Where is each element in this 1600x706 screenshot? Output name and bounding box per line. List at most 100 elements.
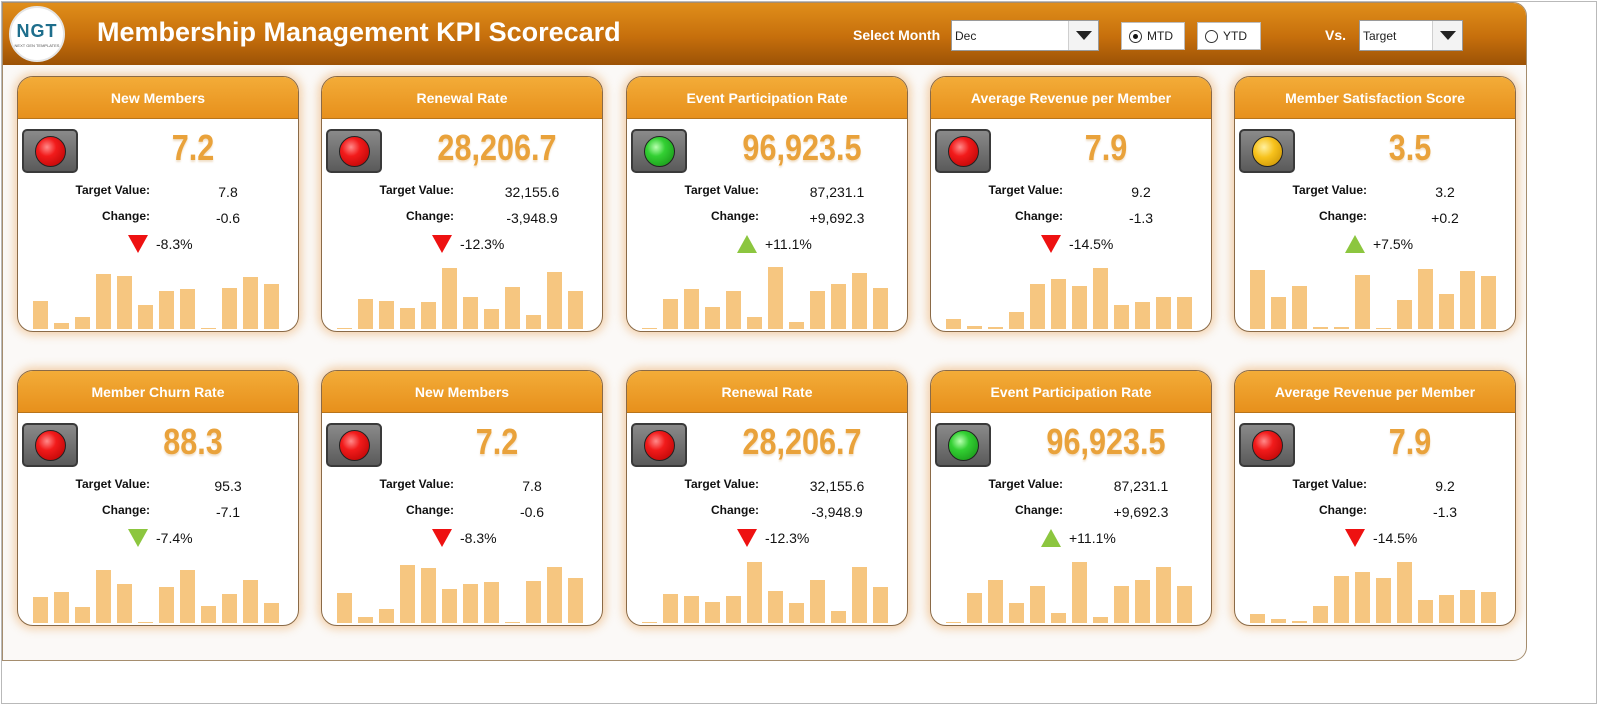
sparkline-bar bbox=[873, 587, 888, 623]
sparkline-bar bbox=[705, 307, 720, 329]
logo-subtext: NEXT GEN TEMPLATES bbox=[14, 42, 60, 48]
sparkline-bar bbox=[726, 291, 741, 329]
change-label: Change: bbox=[102, 503, 150, 517]
sparkline-bar bbox=[1313, 327, 1328, 329]
sparkline-bar bbox=[505, 622, 520, 623]
sparkline-bar bbox=[1418, 269, 1433, 329]
arrow-up-icon bbox=[1041, 529, 1061, 547]
kpi-title: New Members bbox=[18, 77, 298, 119]
vs-label: Vs. bbox=[1325, 27, 1347, 43]
sparkline-bar bbox=[138, 622, 153, 623]
kpi-title: Member Satisfaction Score bbox=[1235, 77, 1515, 119]
kpi-title: Renewal Rate bbox=[322, 77, 602, 119]
sparkline-bar bbox=[547, 567, 562, 623]
target-label: Target Value: bbox=[379, 477, 454, 491]
kpi-value: 3.5 bbox=[1388, 127, 1432, 168]
traffic-light bbox=[935, 423, 991, 467]
change-percent-value: -8.3% bbox=[460, 530, 497, 546]
sparkline-bar bbox=[442, 589, 457, 623]
change-percent: -8.3% bbox=[432, 529, 497, 547]
sparkline-bar bbox=[463, 297, 478, 329]
arrow-up-icon bbox=[1345, 235, 1365, 253]
sparkline-bar bbox=[1460, 590, 1475, 623]
sparkline-bar bbox=[1093, 268, 1108, 329]
sparkline-bar bbox=[988, 327, 1003, 329]
status-light-icon bbox=[1251, 135, 1283, 167]
change-label: Change: bbox=[711, 503, 759, 517]
sparkline-bar bbox=[810, 580, 825, 623]
radio-ytd[interactable]: YTD bbox=[1197, 22, 1261, 50]
sparkline-bar bbox=[33, 301, 48, 329]
traffic-light bbox=[1239, 129, 1295, 173]
sparkline-bar bbox=[33, 597, 48, 623]
change-value: -3,948.9 bbox=[506, 210, 558, 226]
sparkline-bar bbox=[96, 570, 111, 623]
sparkline-bar bbox=[484, 582, 499, 623]
sparkline-bar bbox=[463, 584, 478, 623]
sparkline-bar bbox=[789, 603, 804, 623]
sparkline-bar bbox=[1030, 284, 1045, 329]
target-value: 87,231.1 bbox=[809, 184, 865, 200]
sparkline-bar bbox=[421, 302, 436, 329]
change-label: Change: bbox=[102, 209, 150, 223]
target-label: Target Value: bbox=[1292, 183, 1367, 197]
sparkline-bar bbox=[358, 299, 373, 329]
sparkline-bar bbox=[747, 562, 762, 623]
target-label: Target Value: bbox=[988, 477, 1063, 491]
status-light-icon bbox=[643, 135, 675, 167]
vs-select[interactable]: Target bbox=[1359, 20, 1463, 51]
page-title: Membership Management KPI Scorecard bbox=[97, 17, 621, 47]
sparkline-chart bbox=[946, 257, 1198, 329]
traffic-light bbox=[326, 129, 382, 173]
header-bar: NGT NEXT GEN TEMPLATES Membership Manage… bbox=[3, 3, 1526, 65]
sparkline-bar bbox=[663, 594, 678, 623]
target-label: Target Value: bbox=[684, 183, 759, 197]
traffic-light bbox=[631, 423, 687, 467]
sparkline-bar bbox=[484, 309, 499, 329]
arrow-down-icon bbox=[432, 529, 452, 547]
sparkline-bar bbox=[400, 308, 415, 329]
change-value: -0.6 bbox=[215, 210, 241, 226]
sparkline-bar bbox=[1250, 614, 1265, 623]
traffic-light bbox=[935, 129, 991, 173]
sparkline-bar bbox=[967, 593, 982, 623]
sparkline-bar bbox=[243, 277, 258, 329]
target-value: 32,155.6 bbox=[504, 184, 560, 200]
kpi-title: Event Participation Rate bbox=[627, 77, 907, 119]
kpi-title: Member Churn Rate bbox=[18, 371, 298, 413]
sparkline-bar bbox=[1460, 271, 1475, 329]
status-light-icon bbox=[643, 429, 675, 461]
chevron-down-icon[interactable] bbox=[1432, 21, 1462, 50]
sparkline-bar bbox=[684, 289, 699, 329]
target-value: 7.8 bbox=[218, 184, 238, 200]
radio-ytd-dot-icon[interactable] bbox=[1205, 29, 1218, 43]
arrow-down-icon bbox=[128, 235, 148, 253]
status-light-icon bbox=[338, 135, 370, 167]
change-value: -3,948.9 bbox=[811, 504, 863, 520]
traffic-light bbox=[326, 423, 382, 467]
sparkline-bar bbox=[1355, 572, 1370, 623]
sparkline-bar bbox=[705, 602, 720, 623]
sparkline-bar bbox=[547, 272, 562, 329]
sparkline-bar bbox=[988, 580, 1003, 623]
sparkline-bar bbox=[1135, 580, 1150, 623]
radio-mtd-dot-icon[interactable] bbox=[1129, 29, 1142, 43]
kpi-card: New Members 7.2 Target Value: 7.8 Change: -0.… bbox=[17, 76, 299, 332]
select-month-label: Select Month bbox=[853, 27, 941, 43]
sparkline-bar bbox=[337, 328, 352, 329]
radio-mtd[interactable]: MTD bbox=[1121, 22, 1185, 50]
sparkline-chart bbox=[33, 257, 285, 329]
chevron-down-icon[interactable] bbox=[1068, 21, 1098, 50]
sparkline-bar bbox=[1418, 600, 1433, 623]
sparkline-bar bbox=[747, 317, 762, 329]
arrow-down-icon bbox=[128, 529, 148, 547]
sparkline-bar bbox=[222, 288, 237, 329]
traffic-light bbox=[22, 129, 78, 173]
sparkline-bar bbox=[1481, 592, 1496, 623]
status-light-icon bbox=[1251, 429, 1283, 461]
target-value: 9.2 bbox=[1131, 184, 1151, 200]
kpi-value: 7.9 bbox=[1084, 127, 1128, 168]
month-select[interactable]: Dec bbox=[951, 20, 1099, 51]
sparkline-bar bbox=[642, 328, 657, 329]
sparkline-bar bbox=[180, 570, 195, 623]
